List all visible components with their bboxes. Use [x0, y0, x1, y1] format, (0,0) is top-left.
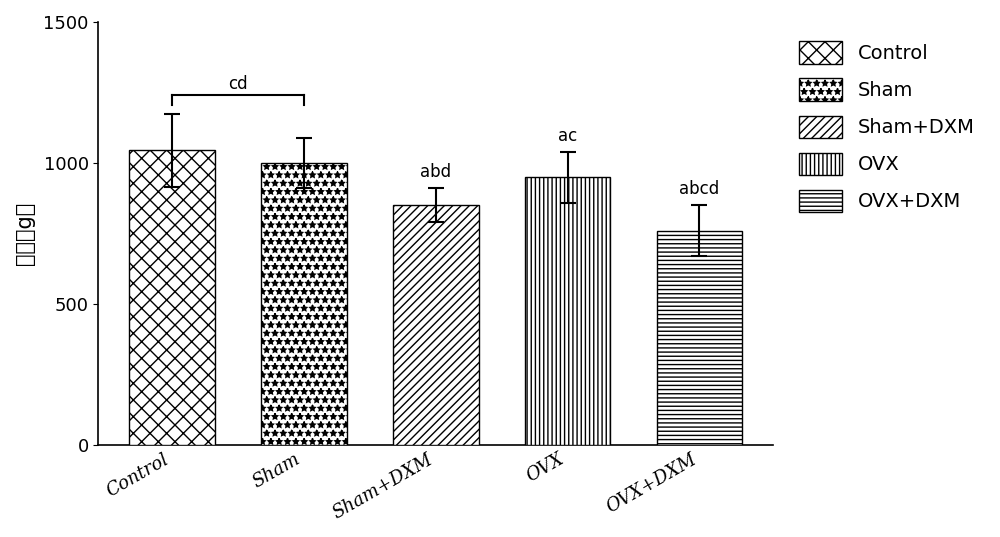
Text: abcd: abcd [679, 180, 719, 198]
Text: ac: ac [558, 127, 577, 145]
Text: abd: abd [420, 163, 451, 182]
Bar [129, 150, 215, 445]
Bar [525, 177, 610, 445]
Bar [261, 163, 347, 445]
Bar [393, 206, 479, 445]
Bar [657, 231, 742, 445]
Y-axis label: 抓力（g）: 抓力（g） [15, 202, 35, 265]
Legend: Control, Sham, Sham+DXM, OVX, OVX+DXM: Control, Sham, Sham+DXM, OVX, OVX+DXM [789, 32, 984, 222]
Text: cd: cd [228, 75, 248, 92]
